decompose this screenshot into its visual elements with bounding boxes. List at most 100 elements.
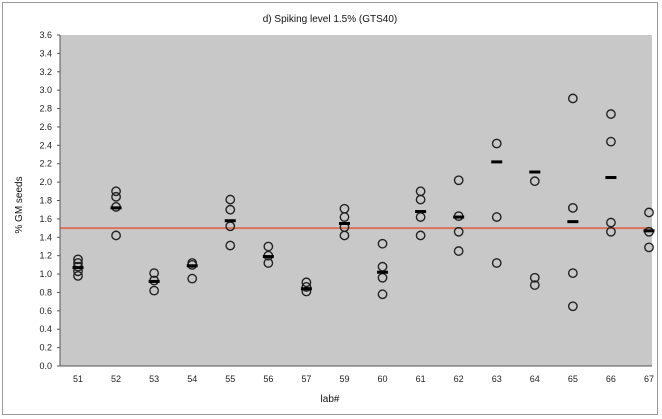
data-points: [72, 93, 655, 312]
y-tick-label: 3.0: [39, 85, 52, 95]
data-point: [491, 138, 502, 149]
data-point: [149, 285, 160, 296]
y-tick-label: 0.8: [39, 287, 52, 297]
lab-group: [300, 277, 312, 297]
x-tick-label: 67: [644, 374, 654, 384]
x-tick-label: 63: [492, 374, 502, 384]
data-point: [187, 273, 198, 284]
data-point: [111, 230, 121, 241]
data-point: [567, 202, 578, 213]
mean-marker: [224, 219, 236, 223]
lab-group: [224, 194, 236, 251]
lab-group: [262, 241, 274, 268]
mean-marker: [148, 279, 160, 283]
lab-group: [377, 238, 389, 300]
mean-marker: [491, 160, 503, 164]
x-tick-label: 62: [454, 374, 464, 384]
data-point: [73, 270, 83, 281]
lab-group: [148, 268, 160, 296]
data-point: [225, 194, 236, 205]
x-tick-label: 55: [225, 374, 235, 384]
x-tick-label: 59: [339, 374, 349, 384]
data-point: [73, 254, 83, 265]
mean-marker: [605, 176, 617, 180]
mean-marker: [72, 266, 84, 270]
data-point: [453, 226, 464, 237]
mean-marker: [186, 264, 198, 268]
data-point: [377, 289, 388, 300]
y-tick-label: 2.0: [39, 177, 52, 187]
x-axis: 51 52 53 54 55 56 57 59 60 61 62 63 64 65 66 67: [60, 365, 654, 384]
x-tick-label: 64: [530, 374, 540, 384]
y-tick-label: 0.6: [39, 306, 52, 316]
data-point: [225, 204, 236, 215]
y-axis-label: % GM seeds: [14, 176, 25, 233]
data-point: [606, 217, 616, 228]
x-tick-label: 57: [301, 374, 311, 384]
mean-marker: [300, 287, 312, 291]
data-point: [491, 258, 502, 268]
data-point: [567, 301, 578, 312]
data-point: [529, 280, 540, 290]
data-point: [491, 212, 502, 222]
y-tick-label: 3.6: [39, 30, 52, 40]
data-point: [111, 191, 121, 202]
x-tick-label: 65: [568, 374, 578, 384]
lab-group: [415, 186, 427, 241]
data-point: [644, 207, 654, 218]
data-point: [606, 136, 616, 147]
data-point: [606, 226, 616, 237]
x-tick-label: 56: [263, 374, 273, 384]
y-tick-label: 2.2: [39, 159, 52, 169]
y-tick-label: 1.4: [39, 232, 52, 242]
lab-group: [567, 93, 579, 312]
data-point: [415, 230, 426, 241]
data-point: [529, 272, 540, 283]
data-point: [529, 176, 540, 187]
y-tick-label: 0.0: [39, 361, 52, 371]
x-tick-label: 60: [378, 374, 388, 384]
x-tick-label: 52: [111, 374, 121, 384]
plot-area: [60, 35, 652, 366]
mean-marker: [262, 255, 274, 259]
y-tick-label: 3.2: [39, 67, 52, 77]
data-point: [453, 246, 464, 256]
y-tick-label: 2.6: [39, 122, 52, 132]
mean-marker: [453, 215, 465, 219]
x-tick-label: 61: [416, 374, 426, 384]
mean-marker: [415, 210, 427, 214]
data-point: [453, 175, 464, 186]
lab-group: [110, 186, 122, 241]
data-point: [263, 241, 274, 252]
lab-group: [491, 138, 503, 268]
lab-group: [338, 203, 350, 241]
y-axis: 0.0 0.2 0.4 0.6 0.8 1.0 1.2 1.4 1.6 1.8 2.0 2.2 2.4 2…: [39, 30, 61, 371]
y-tick-label: 0.2: [39, 343, 52, 353]
lab-group: [72, 254, 84, 281]
data-point: [225, 240, 236, 251]
mean-marker: [567, 220, 579, 224]
chart-title: d) Spiking level 1.5% (GTS40): [263, 14, 398, 25]
x-tick-label: 54: [187, 374, 197, 384]
lab-group: [453, 175, 465, 256]
lab-group: [529, 170, 541, 290]
y-tick-label: 1.6: [39, 214, 52, 224]
y-tick-label: 1.0: [39, 269, 52, 279]
mean-marker: [110, 206, 122, 210]
data-point: [339, 203, 350, 214]
data-point: [263, 258, 274, 268]
y-tick-label: 1.2: [39, 251, 52, 261]
x-axis-label: lab#: [321, 394, 340, 405]
data-point: [301, 282, 312, 292]
y-tick-label: 1.8: [39, 196, 52, 206]
y-tick-label: 3.4: [39, 48, 52, 58]
mean-marker: [338, 221, 350, 225]
data-point: [644, 242, 654, 253]
mean-marker: [529, 170, 541, 174]
data-point: [567, 268, 578, 279]
data-point: [377, 238, 388, 249]
data-point: [111, 186, 121, 197]
data-point: [415, 186, 426, 197]
lab-group: [643, 207, 655, 253]
data-point: [606, 109, 616, 119]
